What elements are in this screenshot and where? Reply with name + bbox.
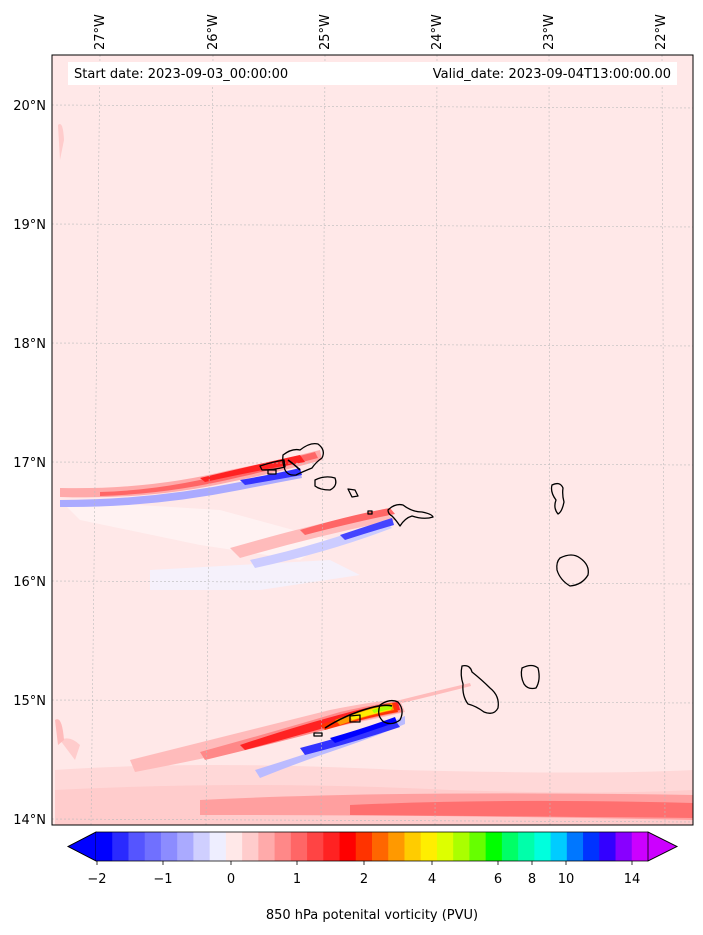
colorbar-segment <box>501 832 519 861</box>
lat-label: 17°N <box>13 456 46 471</box>
colorbar-segment <box>404 832 422 861</box>
colorbar-segment <box>566 832 584 861</box>
colorbar-over-arrow <box>647 831 678 862</box>
colorbar-under-arrow <box>67 831 97 862</box>
colorbar-segment <box>518 832 535 861</box>
colorbar-segment <box>112 832 129 861</box>
lon-label: 27°W <box>93 14 108 50</box>
island-maio <box>520 664 540 690</box>
start-date-label: Start date: 2023-09-03_00:00:00 <box>74 67 288 82</box>
island-santo-antao <box>282 442 324 476</box>
colorbar-segment <box>485 832 503 861</box>
island-sal <box>550 482 565 515</box>
map-background <box>52 55 693 825</box>
colorbar-segment <box>453 832 470 861</box>
island-santiago <box>460 664 499 714</box>
colorbar-segment <box>128 832 146 861</box>
island-fogo <box>378 699 403 725</box>
longitude-labels: 27°W 26°W 25°W 24°W 23°W 22°W <box>93 14 669 50</box>
lat-label: 16°N <box>13 575 46 590</box>
colorbar-segment <box>420 832 438 861</box>
lat-label: 18°N <box>13 337 46 352</box>
lon-label: 26°W <box>206 14 221 50</box>
colorbar-segment <box>388 832 405 861</box>
colorbar-tick-label: 2 <box>360 872 368 887</box>
info-box <box>68 62 677 85</box>
colorbar-segment <box>290 832 308 861</box>
lat-label: 19°N <box>13 218 46 233</box>
colorbar-tick-label: 6 <box>494 872 502 887</box>
colorbar-segment <box>372 832 389 861</box>
colorbar-segment <box>225 832 243 861</box>
colorbar-segment <box>258 832 276 861</box>
colorbar-segment <box>534 832 552 861</box>
colorbar-tick-label: 1 <box>293 872 301 887</box>
lon-label: 25°W <box>318 14 333 50</box>
lon-label: 22°W <box>654 14 669 50</box>
colorbar-ticks: −2 −1 0 1 2 4 6 8 10 14 <box>87 861 640 887</box>
colorbar-tick-label: 10 <box>558 872 575 887</box>
pv-field <box>55 124 693 825</box>
colorbar-tick-label: 4 <box>428 872 436 887</box>
colorbar-segment <box>599 832 617 861</box>
colorbar-outline <box>67 831 678 862</box>
gridlines <box>51 54 694 826</box>
colorbar-title: 850 hPa potenital vorticity (PVU) <box>266 908 478 923</box>
colorbar-tick-label: 8 <box>528 872 536 887</box>
colorbar-segment <box>323 832 341 861</box>
colorbar <box>67 831 678 862</box>
colorbar-tick-label: 0 <box>227 872 235 887</box>
colorbar-segment <box>436 832 454 861</box>
coastlines <box>259 442 589 737</box>
colorbar-segment <box>339 832 357 861</box>
colorbar-segment <box>583 832 600 861</box>
colorbar-segment <box>193 832 211 861</box>
colorbar-segment <box>96 832 113 861</box>
colorbar-segment <box>274 832 292 861</box>
lon-label: 24°W <box>430 14 445 50</box>
island-raso <box>347 488 359 498</box>
lat-label: 14°N <box>13 813 46 828</box>
colorbar-segment <box>469 832 487 861</box>
colorbar-segment <box>307 832 324 861</box>
island-sao-vicente <box>259 459 286 475</box>
island-boa-vista <box>556 554 589 587</box>
colorbar-segment <box>615 832 633 861</box>
island-sao-nicolau <box>367 503 434 527</box>
island-brava <box>313 714 361 737</box>
colorbar-tick-label: −2 <box>87 872 106 887</box>
colorbar-tick-label: −1 <box>153 872 172 887</box>
lon-label: 23°W <box>542 14 557 50</box>
colorbar-segment <box>209 832 227 861</box>
colorbar-segment <box>144 832 162 861</box>
colorbar-segment <box>160 832 178 861</box>
colorbar-segment <box>550 832 568 861</box>
island-santa-luzia <box>314 476 337 491</box>
map-frame <box>51 54 694 826</box>
lat-label: 20°N <box>13 99 46 114</box>
colorbar-segment <box>242 832 259 861</box>
colorbar-segment <box>177 832 194 861</box>
latitude-labels: 20°N 19°N 18°N 17°N 16°N 15°N 14°N <box>13 99 46 828</box>
lat-label: 15°N <box>13 694 46 709</box>
colorbar-segment <box>355 832 373 861</box>
pv-contours <box>287 459 393 729</box>
valid-date-label: Valid_date: 2023-09-04T13:00:00.00 <box>433 67 671 82</box>
colorbar-segment <box>631 832 649 861</box>
colorbar-tick-label: 14 <box>624 872 641 887</box>
